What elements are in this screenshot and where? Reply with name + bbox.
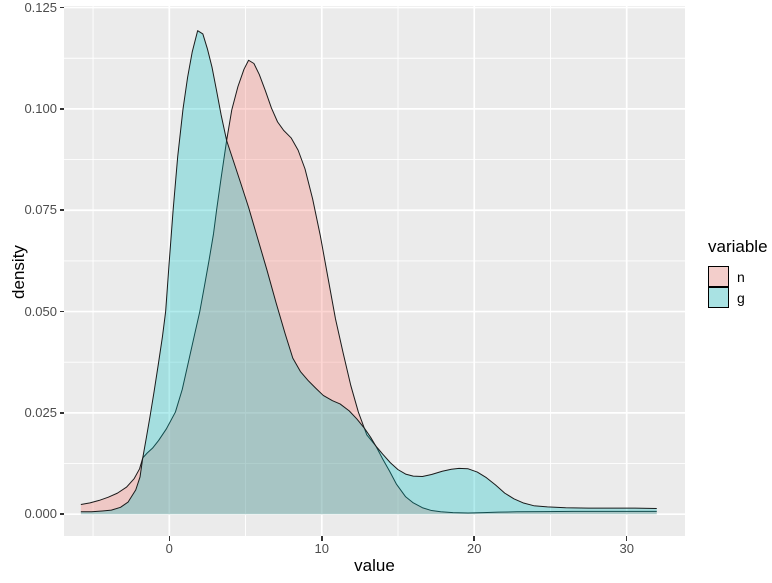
y-tick-label: 0.125 [24,0,57,15]
density-outline-g [80,30,657,513]
legend-key-label-g: g [737,289,745,306]
density-area-g [80,30,657,515]
y-axis-tick [59,310,64,313]
x-axis-tick [625,536,628,541]
legend-title: variable [708,237,768,256]
y-tick-label: 0.050 [24,303,57,319]
density-outline-n [80,59,657,514]
legend: variable n g [708,237,768,308]
x-tick-label: 30 [619,541,634,556]
y-tick-label: 0.000 [24,506,57,522]
legend-key-row-n: n [708,266,768,287]
legend-key-row-g: g [708,287,768,308]
plot-panel [64,6,685,536]
y-tick-label: 0.025 [24,404,57,420]
x-tick-label: 20 [467,541,482,556]
x-axis-tick [321,536,323,541]
legend-swatch-g [708,287,729,308]
y-tick-label: 0.100 [24,100,57,116]
density-area-n [80,60,657,515]
y-axis-tick [59,209,64,211]
legend-swatch-n [708,266,729,287]
x-tick-label: 10 [314,541,329,556]
y-axis-title: density [9,245,28,299]
y-axis-tick [59,513,64,515]
y-axis-tick [59,6,64,9]
x-axis-tick [473,536,475,541]
x-tick-label: 0 [165,541,173,556]
density-curves-canvas [64,6,685,536]
x-axis-tick [168,536,171,541]
y-axis-tick [59,412,64,414]
x-axis-title: value [354,556,395,575]
y-tick-label: 0.075 [24,202,57,218]
y-axis-tick [59,108,64,110]
legend-key-label-n: n [737,268,745,285]
